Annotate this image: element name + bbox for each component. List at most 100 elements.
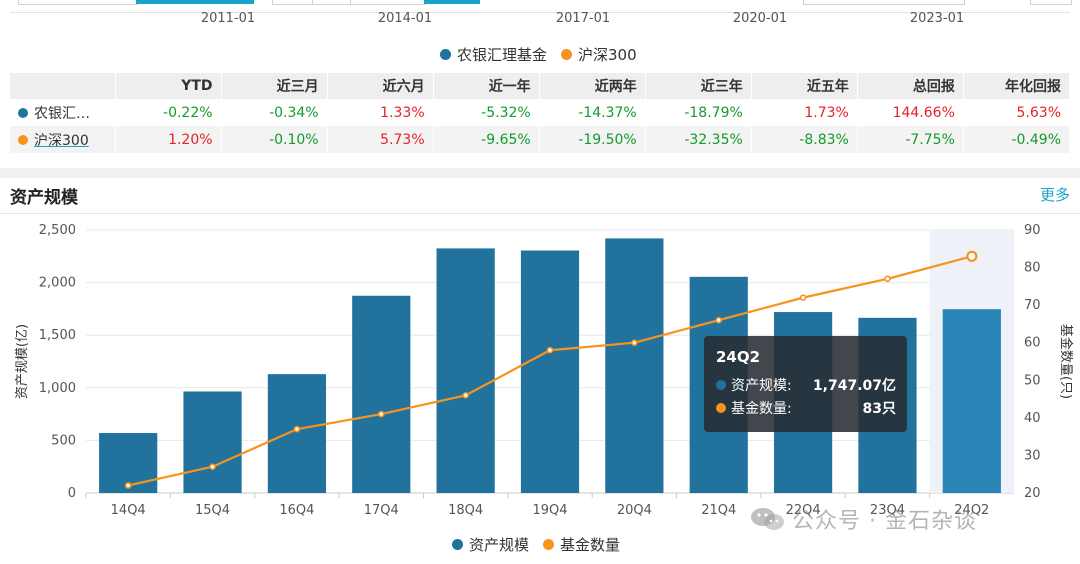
- table-cell: 5.63%: [963, 99, 1071, 126]
- bar: [942, 309, 1001, 493]
- range-button[interactable]: [312, 0, 352, 5]
- line-point: [715, 316, 723, 324]
- table-cell: 1.20%: [115, 126, 222, 153]
- performance-legend: 农银汇理基金 沪深300: [440, 44, 651, 65]
- series-dot: [18, 107, 28, 118]
- tooltip-value: 1,747.07亿: [812, 378, 896, 394]
- table-cell: -5.32%: [433, 99, 540, 126]
- table-cell: -14.37%: [539, 99, 646, 126]
- x-tick-label: 16Q4: [279, 503, 314, 518]
- line-point: [462, 392, 469, 399]
- y-right-tick-label: 70: [1024, 298, 1041, 313]
- table-cell: -18.79%: [645, 99, 752, 126]
- table-header: YTD: [115, 73, 222, 99]
- row-name-cell[interactable]: 沪深300: [10, 126, 116, 153]
- table-header: 近三月: [221, 73, 328, 99]
- x-tick-label: 14Q4: [111, 503, 146, 518]
- tooltip-row: 资产规模: 1,747.07亿: [716, 375, 896, 395]
- range-button[interactable]: [803, 0, 965, 5]
- bar: [183, 391, 242, 493]
- x-tick-label: 19Q4: [532, 503, 567, 518]
- range-button[interactable]: [350, 0, 426, 5]
- row-name-link[interactable]: 沪深300: [34, 132, 89, 149]
- table-header-row: YTD 近三月 近六月 近一年 近两年 近三年 近五年 总回报 年化回报: [10, 73, 1071, 99]
- legend-item-asset[interactable]: 资产规模: [452, 534, 529, 555]
- right-axis-ticks: 20 30 40 50 60 70 80 90: [1024, 223, 1041, 501]
- legend-item-index[interactable]: 沪深300: [561, 44, 637, 65]
- line-point: [799, 294, 807, 301]
- line-point: [377, 410, 385, 418]
- table-cell: 5.73%: [327, 126, 434, 153]
- row-name-cell[interactable]: 农银汇…: [10, 99, 116, 126]
- series-dot: [18, 134, 28, 145]
- legend-label: 资产规模: [469, 536, 530, 554]
- legend-item-fund[interactable]: 农银汇理基金: [440, 44, 547, 65]
- tooltip-title: 24Q2: [716, 348, 761, 366]
- row-name: 农银汇…: [34, 105, 90, 122]
- x-date-label: 2017-01: [555, 11, 611, 26]
- y-right-tick-label: 80: [1024, 261, 1041, 276]
- table-header: 近三年: [645, 73, 752, 99]
- performance-table: YTD 近三月 近六月 近一年 近两年 近三年 近五年 总回报 年化回报 农银汇…: [10, 73, 1071, 153]
- range-button-active[interactable]: [136, 0, 254, 4]
- section-rule: [0, 213, 1080, 214]
- table-cell: -32.35%: [645, 126, 752, 153]
- legend-dot: [440, 49, 451, 60]
- x-tick-label: 20Q4: [617, 503, 652, 518]
- x-tick-label: 15Q4: [195, 503, 230, 518]
- range-button[interactable]: [272, 0, 314, 5]
- tooltip-dot: [716, 380, 726, 390]
- tooltip-row: 基金数量: 83只: [716, 398, 896, 418]
- line-point: [209, 463, 216, 470]
- range-button[interactable]: [1030, 0, 1072, 5]
- table-cell: -0.10%: [221, 126, 328, 153]
- x-date-label: 2014-01: [377, 11, 433, 26]
- table-cell: 144.66%: [857, 99, 964, 126]
- table-header: 近一年: [433, 73, 540, 99]
- x-tick-label: 21Q4: [701, 503, 736, 518]
- legend-label: 沪深300: [578, 46, 637, 64]
- tooltip-label: 资产规模:: [731, 378, 792, 394]
- section-title: 资产规模: [10, 188, 78, 208]
- table-cell: -0.49%: [963, 126, 1071, 153]
- tooltip-value: 83只: [862, 401, 896, 417]
- table-cell: -8.83%: [751, 126, 858, 153]
- legend-dot: [543, 539, 555, 550]
- section-divider: [0, 168, 1080, 178]
- y-tick-label: 1,000: [39, 381, 76, 396]
- range-button[interactable]: [18, 0, 138, 5]
- y-right-tick-label: 40: [1024, 411, 1041, 426]
- table-cell: -19.50%: [539, 126, 646, 153]
- y-tick-label: 1,500: [39, 328, 76, 343]
- table-cell: -0.34%: [221, 99, 328, 126]
- x-tick-label: 24Q2: [954, 503, 989, 518]
- table-cell: 1.33%: [327, 99, 434, 126]
- x-date-label: 2020-01: [732, 11, 788, 26]
- x-date-label: 2023-01: [909, 11, 965, 26]
- more-link[interactable]: 更多: [1039, 186, 1070, 204]
- x-tick-label: 22Q4: [786, 503, 821, 518]
- table-row: 沪深300 1.20% -0.10% 5.73% -9.65% -19.50% …: [10, 126, 1071, 153]
- range-button-active[interactable]: [424, 0, 480, 4]
- table-header: 近六月: [327, 73, 434, 99]
- y-tick-label: 500: [51, 433, 76, 448]
- axis-line: [10, 12, 1070, 13]
- bar: [267, 374, 327, 493]
- table-cell: -0.22%: [115, 99, 222, 126]
- bar: [436, 248, 495, 493]
- y-right-tick-label: 50: [1024, 373, 1041, 388]
- legend-item-count[interactable]: 基金数量: [543, 534, 620, 555]
- y-tick-label: 2,000: [39, 276, 76, 291]
- table-cell: -7.75%: [857, 126, 964, 153]
- table-cell: 1.73%: [751, 99, 858, 126]
- table-header: 总回报: [857, 73, 964, 99]
- table-row: 农银汇… -0.22% -0.34% 1.33% -5.32% -14.37% …: [10, 99, 1071, 126]
- tooltip-dot: [716, 403, 726, 413]
- y-right-tick-label: 30: [1024, 448, 1041, 463]
- y-tick-label: 2,500: [39, 223, 76, 238]
- table-cell: -9.65%: [433, 126, 540, 153]
- x-tick-label: 23Q4: [870, 503, 905, 518]
- table-header: 年化回报: [963, 73, 1071, 99]
- line-point: [124, 482, 132, 489]
- line-point: [631, 339, 638, 347]
